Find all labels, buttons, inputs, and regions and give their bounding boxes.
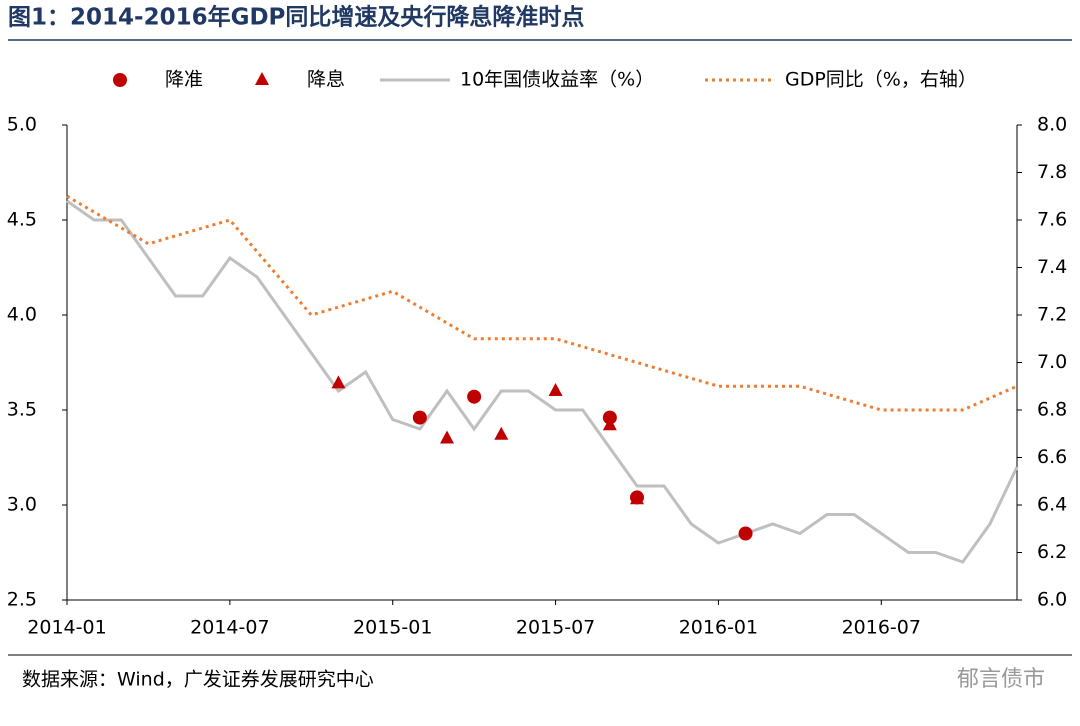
chart-title: 图1：2014-2016年GDP同比增速及央行降息降准时点	[8, 4, 584, 31]
x-tick-label: 2015-01	[353, 617, 432, 639]
y2-tick-label: 6.8	[1037, 399, 1067, 421]
y-tick-label: 5.0	[7, 114, 37, 136]
x-tick-label: 2014-07	[190, 617, 269, 639]
point	[738, 526, 753, 541]
y2-tick-label: 7.4	[1037, 256, 1067, 278]
legend-swatch	[113, 73, 127, 87]
y2-tick-label: 7.8	[1037, 161, 1067, 183]
point	[630, 491, 644, 505]
y2-tick-label: 7.6	[1037, 209, 1067, 231]
y2-tick-label: 6.2	[1037, 541, 1067, 563]
y2-tick-label: 6.6	[1037, 446, 1067, 468]
y-tick-label: 4.5	[7, 209, 37, 231]
watermark: 郁言债市	[957, 667, 1045, 692]
x-tick-label: 2016-01	[679, 617, 758, 639]
point	[494, 426, 509, 440]
y-tick-label: 2.5	[7, 589, 37, 611]
point	[602, 417, 617, 431]
y2-tick-label: 7.2	[1037, 304, 1067, 326]
point	[467, 389, 482, 404]
legend-label: GDP同比（%，右轴）	[785, 69, 977, 91]
y2-tick-label: 6.4	[1037, 494, 1067, 516]
y-tick-label: 3.5	[7, 399, 37, 421]
y-tick-label: 4.0	[7, 304, 37, 326]
x-tick-label: 2014-01	[27, 617, 106, 639]
y2-tick-label: 8.0	[1037, 114, 1067, 136]
y-tick-label: 3.0	[7, 494, 37, 516]
legend-label: 降息	[307, 69, 345, 91]
point	[440, 430, 454, 444]
series-line	[66, 194, 1018, 412]
point	[331, 375, 346, 389]
y2-tick-label: 7.0	[1037, 351, 1067, 373]
legend-label: 10年国债收益率（%）	[460, 69, 654, 91]
x-tick-label: 2015-07	[516, 617, 595, 639]
x-tick-label: 2016-07	[842, 617, 921, 639]
source: 数据来源：Wind，广发证券发展研究中心	[22, 669, 374, 691]
series-line	[66, 199, 1019, 564]
legend-label: 降准	[165, 69, 203, 91]
point	[548, 383, 563, 396]
point	[412, 410, 427, 425]
y2-tick-label: 6.0	[1037, 589, 1067, 611]
legend-swatch	[255, 72, 269, 85]
